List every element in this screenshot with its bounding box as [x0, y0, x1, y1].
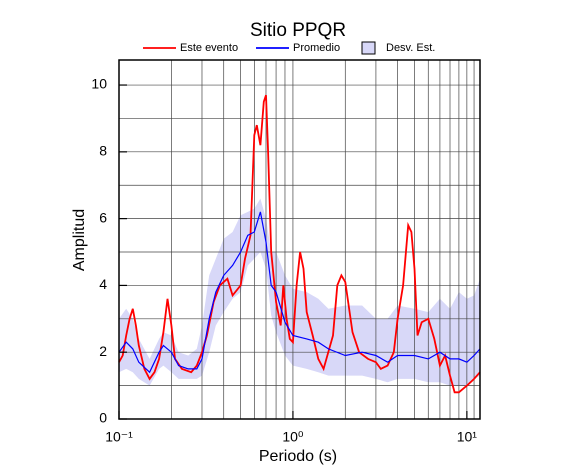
plot-frame [118, 59, 481, 420]
y-axis-label: Amplitud [71, 209, 88, 271]
y-tick-label: 4 [99, 276, 107, 292]
y-tick-label: 2 [99, 343, 107, 359]
legend-swatch [361, 41, 376, 55]
x-axis-label: Periodo (s) [259, 448, 337, 465]
legend-label: Promedio [293, 42, 340, 54]
chart-title: Sitio PPQR [250, 20, 346, 41]
legend-label: Desv. Est. [386, 42, 435, 54]
plot-area [118, 60, 481, 420]
y-tick-label: 8 [99, 143, 107, 159]
x-tick-label: 10⁻¹ [105, 429, 133, 445]
y-tick-label: 0 [99, 410, 107, 426]
y-tick-label: 10 [91, 76, 107, 92]
series-line [118, 94, 481, 394]
std-band [119, 198, 480, 386]
series-line [118, 211, 481, 374]
y-tick-label: 6 [99, 209, 107, 225]
legend-label: Este evento [180, 42, 238, 54]
x-tick-label: 10⁰ [282, 429, 304, 445]
x-tick-label: 10¹ [457, 429, 478, 445]
